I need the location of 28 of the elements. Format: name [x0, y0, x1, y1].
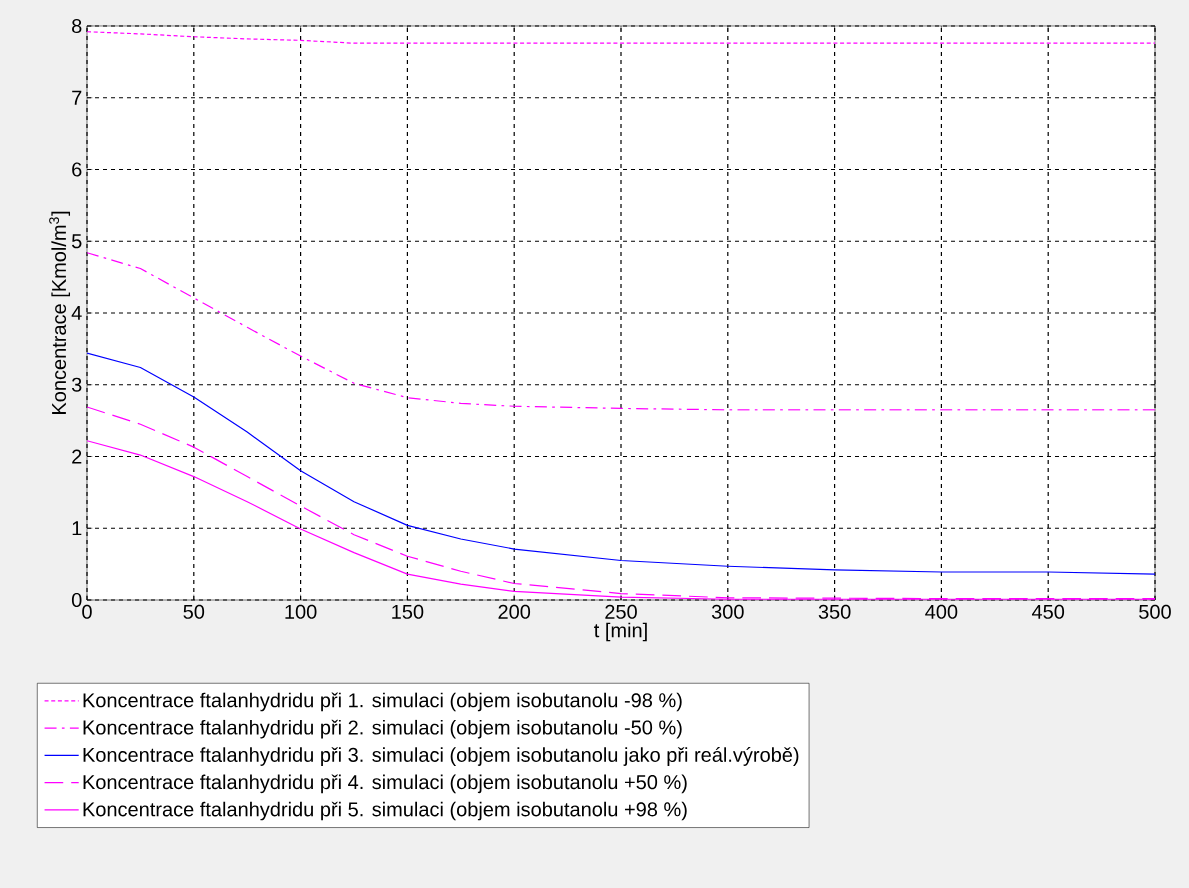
y-tick-label: 8: [72, 18, 82, 34]
x-tick-label: 50: [183, 604, 205, 619]
x-tick-label: 200: [498, 604, 531, 619]
legend-label: Koncentrace ftalanhydridu při 3. simulaci (objem isobutanolu jako při reál.výrobě): [83, 747, 799, 766]
x-axis-title: t [min]: [594, 622, 647, 642]
y-tick-label: 5: [71, 234, 82, 249]
y-tick-label: 0: [71, 592, 82, 608]
x-tick-label: 150: [392, 604, 424, 619]
legend-label: Koncentrace ftalanhydridu při 5. simulaci (objem isobutanolu +98 %): [83, 801, 687, 821]
legend-label: Koncentrace ftalanhydridu při 4. simulaci (objem isobutanolu +50 %): [83, 774, 687, 794]
y-tick-label: 1: [72, 521, 82, 536]
line-series: [87, 352, 1155, 575]
x-tick-label: 450: [1031, 604, 1065, 619]
y-tick-label: 7: [72, 90, 82, 105]
x-tick-label: 250: [605, 604, 637, 619]
x-tick-label: 400: [925, 604, 958, 619]
y-tick-label: 4: [71, 306, 82, 320]
x-tick-label: 300: [711, 604, 744, 619]
x-tick-label: 0: [82, 604, 92, 619]
x-tick-label: 500: [1139, 604, 1171, 619]
y-tick-label: 3: [71, 377, 82, 392]
x-tick-label: 100: [285, 604, 317, 619]
legend-label: Koncentrace ftalanhydridu při 1. simulaci (objem isobutanolu -98 %): [83, 692, 682, 712]
legend-label: Koncentrace ftalanhydridu při 2. simulaci (objem isobutanolu -50 %): [83, 719, 682, 739]
y-tick-label: 6: [72, 162, 82, 177]
y-axis-title: Koncentrace [Kmol/m$^{3}$]: [49, 211, 71, 414]
y-tick-label: 2: [72, 449, 82, 464]
x-tick-label: 350: [818, 604, 851, 619]
